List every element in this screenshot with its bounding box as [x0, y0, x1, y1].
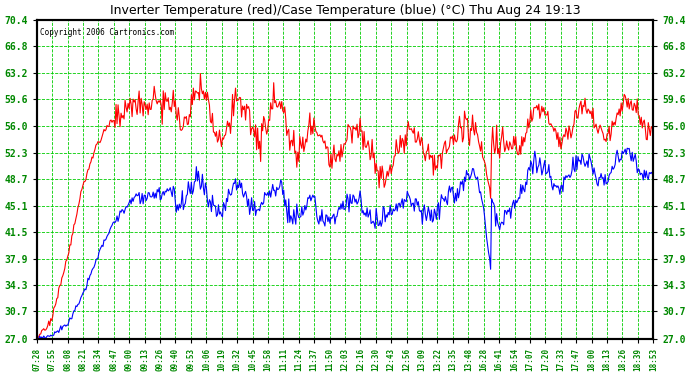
Text: Copyright 2006 Cartronics.com: Copyright 2006 Cartronics.com — [40, 28, 174, 37]
Title: Inverter Temperature (red)/Case Temperature (blue) (°C) Thu Aug 24 19:13: Inverter Temperature (red)/Case Temperat… — [110, 4, 580, 17]
